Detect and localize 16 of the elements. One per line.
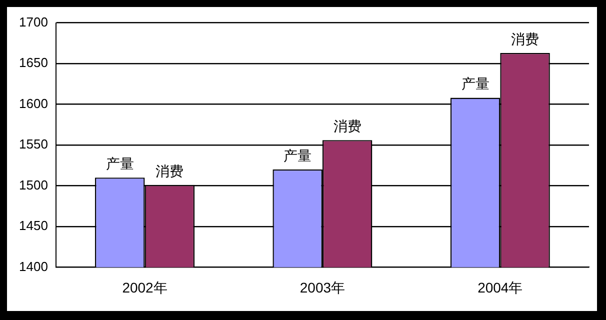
y-tick-label: 1700 (19, 14, 48, 30)
series-label: 消费 (156, 162, 184, 179)
text: 消费 (511, 30, 540, 47)
series-label: 产量 (284, 147, 312, 164)
text: 产量 (106, 155, 134, 172)
y-tick-label: 1450 (19, 218, 48, 234)
y-tick-label: 1600 (19, 96, 48, 111)
x-tick-label: 2004年 (478, 279, 523, 296)
y-tick-label: 1550 (19, 136, 48, 152)
y-tick-label: 1500 (19, 177, 48, 192)
x-tick-label: 2002年 (122, 279, 168, 296)
text: 产量 (461, 76, 490, 92)
text: 消费 (333, 118, 362, 134)
y-tick-label: 1650 (19, 55, 48, 70)
y-tick-label: 1400 (19, 258, 48, 274)
x-tick-label: 2003年 (300, 279, 346, 296)
